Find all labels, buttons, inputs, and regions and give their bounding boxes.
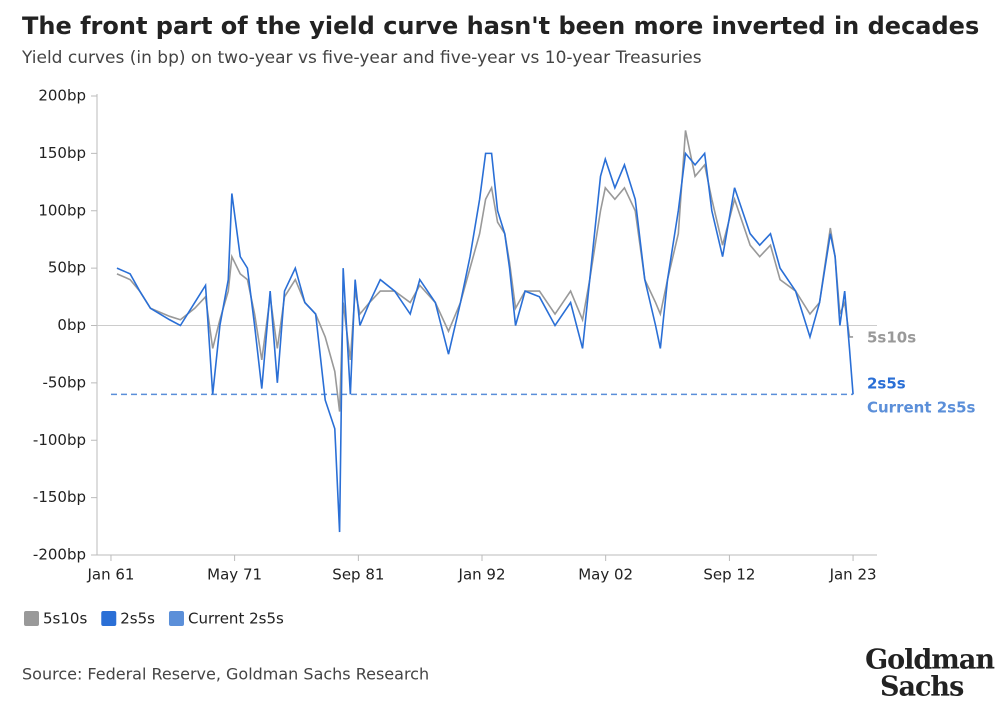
- x-tick-label: May 02: [578, 566, 633, 584]
- legend-label: 5s10s: [43, 610, 87, 628]
- legend-swatch: [101, 611, 117, 626]
- reference-label: Current 2s5s: [867, 399, 976, 417]
- x-tick-label: May 71: [207, 566, 262, 584]
- y-tick-label: 100bp: [38, 201, 86, 219]
- x-tick-label: Sep 81: [332, 566, 384, 584]
- chart-title: The front part of the yield curve hasn't…: [22, 12, 979, 40]
- logo: Goldman: [865, 645, 995, 676]
- end-label: 2s5s: [867, 375, 906, 393]
- y-tick-label: -50bp: [42, 373, 86, 391]
- end-label: 5s10s: [867, 329, 916, 347]
- legend-swatch: [24, 611, 39, 626]
- y-tick-label: 0bp: [57, 316, 86, 334]
- series-line: [116, 130, 854, 412]
- y-tick-label: 200bp: [38, 87, 86, 105]
- x-tick-label: Jan 23: [829, 566, 877, 584]
- y-tick-label: -150bp: [33, 488, 86, 506]
- logo: Sachs: [880, 672, 964, 703]
- y-tick-label: 50bp: [48, 259, 86, 277]
- x-tick-label: Sep 12: [703, 566, 755, 584]
- x-tick-label: Jan 92: [458, 566, 506, 584]
- y-tick-label: -200bp: [33, 546, 86, 564]
- source: Source: Federal Reserve, Goldman Sachs R…: [22, 665, 429, 684]
- legend-swatch: [168, 611, 184, 626]
- y-tick-label: 150bp: [38, 144, 86, 162]
- chart-subtitle: Yield curves (in bp) on two-year vs five…: [21, 48, 702, 68]
- y-tick-label: -100bp: [33, 431, 86, 449]
- series-line: [116, 151, 854, 533]
- legend-label: 2s5s: [120, 610, 155, 628]
- x-tick-label: Jan 61: [86, 566, 134, 584]
- legend-label: Current 2s5s: [188, 610, 284, 628]
